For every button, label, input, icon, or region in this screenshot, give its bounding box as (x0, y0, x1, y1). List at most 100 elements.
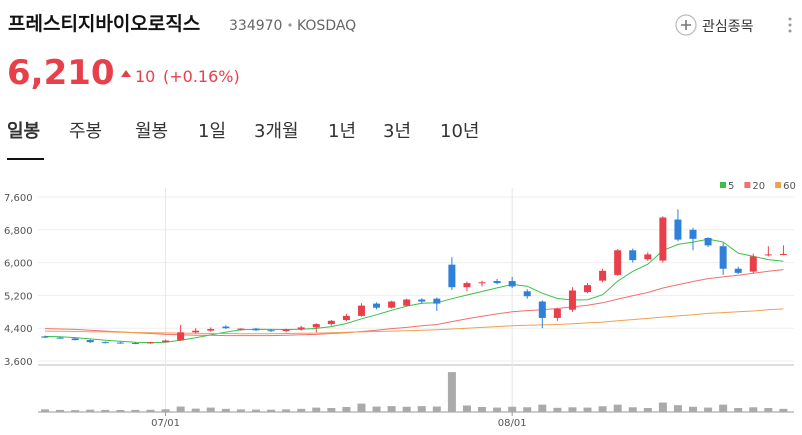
candle-body (644, 254, 652, 260)
candle-body (538, 301, 546, 318)
volume-bar (357, 403, 366, 412)
tab[interactable]: 1일 (198, 121, 226, 142)
volume-bar (462, 405, 471, 412)
volume-bar (643, 408, 652, 412)
volume-bar (447, 372, 456, 412)
volume-bar (673, 405, 682, 412)
candle-body (779, 253, 787, 255)
tab[interactable]: 3개월 (254, 121, 299, 142)
tab[interactable]: 10년 (440, 121, 479, 142)
y-tick-label: 6,000 (4, 259, 33, 270)
volume-bar (734, 408, 743, 412)
volume-bar (116, 410, 125, 412)
volume-bar (312, 407, 321, 412)
volume-bar (236, 409, 245, 412)
volume-bar (267, 409, 276, 412)
volume-bar (779, 408, 788, 412)
volume-bar (131, 409, 140, 412)
plus-circle (675, 14, 697, 36)
volume-bar (56, 409, 65, 412)
candle-body (493, 281, 501, 284)
candle-body (177, 332, 185, 341)
candle-body (614, 250, 622, 275)
candle-body (252, 328, 260, 331)
volume-bar (101, 409, 110, 412)
volume-bar (432, 406, 441, 412)
stock-code: 334970 (229, 18, 282, 34)
candle-body (448, 264, 456, 288)
volume-bar (493, 407, 502, 412)
x-tick-label: 08/01 (498, 418, 527, 429)
volume-bar (658, 402, 667, 412)
volume-bar (402, 406, 411, 412)
legend-swatch (775, 182, 782, 188)
candle-body (71, 338, 79, 341)
candle-body (373, 303, 381, 308)
volume-bar (372, 406, 381, 412)
volume-bar (553, 407, 562, 412)
candle-body (327, 320, 335, 325)
y-tick-label: 3,600 (4, 357, 33, 368)
tabs: 일봉 주봉 월봉 1일 3개월 1년 3년 10년 (7, 121, 479, 142)
volume-bar (161, 409, 170, 412)
tab[interactable]: 월봉 (135, 121, 168, 142)
candle-body (297, 327, 305, 330)
tab[interactable]: 주봉 (69, 121, 102, 142)
y-tick-label: 7,600 (4, 193, 33, 204)
candle-body (116, 342, 124, 344)
market: KOSDAQ (297, 18, 356, 34)
volume-bar (71, 410, 80, 412)
chart: 3,600 4,400 5,200 6,000 6,800 7,600 07/01 08/01… (4, 181, 796, 429)
candle-body (162, 340, 170, 343)
volume-bar (719, 404, 728, 412)
stock-name: 프레스티지바이오로직스 (8, 13, 200, 35)
candle-body (659, 217, 667, 261)
candle-body (41, 336, 49, 338)
volume-bar (613, 404, 622, 412)
plus-icon (681, 20, 691, 30)
candle-body (342, 315, 350, 320)
candle-body (599, 270, 607, 281)
more-menu[interactable] (788, 17, 792, 33)
watch-button[interactable]: 관심종목 (675, 14, 754, 36)
volume-bar (583, 407, 592, 412)
legend-swatch (744, 182, 751, 188)
volume-bar (176, 406, 185, 412)
y-tick-label: 5,200 (4, 291, 33, 302)
menu-dot (788, 23, 792, 27)
candle-body (719, 246, 727, 269)
tab[interactable]: 1년 (328, 121, 356, 142)
volume-bar (342, 406, 351, 412)
legend-label: 20 (752, 181, 765, 192)
separator-dot (288, 23, 292, 27)
watch-label[interactable]: 관심종목 (702, 19, 754, 35)
volume-bar (478, 406, 487, 412)
volume-bar (297, 408, 306, 412)
y-tick-label: 6,800 (4, 226, 33, 237)
candle-body (267, 330, 275, 332)
candle-body (312, 324, 320, 328)
candle-body (553, 308, 561, 318)
volume-bar (146, 409, 155, 412)
y-tick-label: 4,400 (4, 324, 33, 335)
ma-line (44, 308, 784, 335)
candle-body (192, 330, 200, 333)
ma-line (44, 238, 784, 344)
tab[interactable]: 3년 (383, 121, 411, 142)
change-rate: (+0.16%) (163, 67, 240, 86)
candle-body (629, 250, 637, 261)
tab[interactable]: 일봉 (7, 121, 40, 142)
legend-swatch (720, 182, 726, 188)
up-arrow (121, 70, 131, 77)
candle-body (146, 342, 154, 344)
volume-bar (206, 407, 215, 412)
candle-body (56, 337, 64, 339)
candle-body (704, 238, 712, 246)
candle-body (478, 282, 486, 284)
volume-bar (251, 409, 260, 412)
candle-body (101, 342, 109, 344)
price: 6,210 (7, 53, 115, 93)
volume-bar (628, 407, 637, 412)
volume-bar (764, 408, 773, 412)
